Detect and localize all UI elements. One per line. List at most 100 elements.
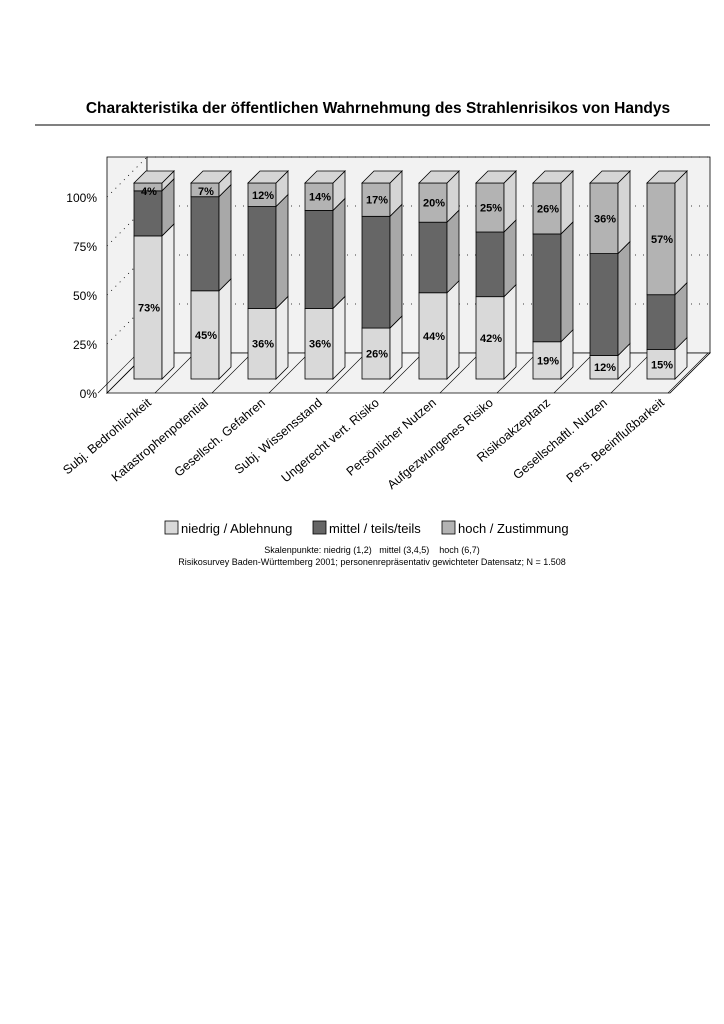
- bar-segment: [532, 233, 562, 343]
- bar-side: [617, 240, 631, 357]
- y-tick-label: 0%: [80, 387, 98, 401]
- bar-group: 42% 25%: [475, 170, 517, 380]
- legend-label: mittel / teils/teils: [329, 521, 421, 536]
- data-label: 26%: [537, 203, 559, 215]
- y-tick-label: 25%: [73, 338, 97, 352]
- bar-segment: [133, 235, 163, 380]
- legend-label: hoch / Zustimmung: [458, 521, 569, 536]
- data-label: 17%: [366, 195, 388, 207]
- legend-swatch: [312, 520, 327, 535]
- bar-top: [133, 170, 175, 184]
- data-label: 15%: [651, 359, 673, 371]
- bar-top: [361, 170, 403, 184]
- bar-side: [674, 170, 688, 296]
- floor-divider: [439, 352, 481, 394]
- bar-segment: [418, 221, 448, 294]
- data-label: 44%: [423, 331, 445, 343]
- bar-segment: [190, 290, 220, 380]
- bar-group: 26% 17%: [361, 170, 403, 380]
- bar-side: [332, 197, 346, 310]
- bar-side: [332, 295, 346, 380]
- y-tick-label: 75%: [73, 240, 97, 254]
- bar-group: 45% 7%: [190, 170, 232, 380]
- data-label: 26%: [366, 349, 388, 361]
- data-label: 42%: [480, 333, 502, 345]
- bar-group: 19% 26%: [532, 170, 574, 380]
- bar-group: 44% 20%: [418, 170, 460, 380]
- bar-segment: [475, 231, 505, 298]
- data-label: 20%: [423, 198, 445, 210]
- note-source: Risikosurvey Baden-Württemberg 2001; per…: [178, 557, 565, 567]
- data-label: 25%: [480, 203, 502, 215]
- bar-segment: [532, 341, 562, 380]
- bar-side: [275, 295, 289, 380]
- legend-label: niedrig / Ablehnung: [181, 521, 292, 536]
- data-label: 36%: [252, 339, 274, 351]
- bar-segment: [247, 206, 277, 309]
- floor-divider: [268, 352, 310, 394]
- bar-segment: [190, 196, 220, 292]
- bar-group: 36% 12%: [247, 170, 289, 380]
- bar-side: [218, 277, 232, 380]
- bar-top: [418, 170, 460, 184]
- floor-divider: [496, 352, 538, 394]
- floor-divider: [553, 352, 595, 394]
- x-tick-label: Gesellschaftl. Nutzen: [510, 396, 610, 483]
- bar-segment: [589, 253, 619, 356]
- chart-title: Charakteristika der öffentlichen Wahrneh…: [86, 100, 670, 117]
- floor-divider: [667, 352, 709, 394]
- floor-divider: [211, 352, 253, 394]
- floor-divider: [154, 352, 196, 394]
- bar-top: [247, 170, 289, 184]
- bar-side: [161, 222, 175, 380]
- floor-divider: [325, 352, 367, 394]
- data-label: 7%: [198, 186, 214, 198]
- bar-top: [190, 170, 232, 184]
- bar-top: [589, 170, 631, 184]
- bar-side: [503, 219, 517, 298]
- bar-side: [617, 170, 631, 255]
- floor-divider: [610, 352, 652, 394]
- bar-side: [446, 209, 460, 294]
- data-label: 12%: [252, 190, 274, 202]
- bar-group: 36% 14%: [304, 170, 346, 380]
- bar-side: [389, 203, 403, 330]
- data-label: 73%: [138, 302, 160, 314]
- bar-segment: [646, 294, 676, 351]
- data-label: 36%: [309, 339, 331, 351]
- x-tick-label: Ungerecht vert. Risiko: [279, 396, 382, 486]
- bar-segment: [361, 327, 391, 380]
- y-tick-label: 100%: [66, 191, 97, 205]
- x-tick-label: Katastrophenpotential: [109, 396, 211, 485]
- bar-segment: [418, 292, 448, 380]
- data-label: 19%: [537, 355, 559, 367]
- bar-side: [275, 193, 289, 310]
- bar-top: [532, 170, 574, 184]
- bar-top: [646, 170, 688, 184]
- bar-side: [503, 283, 517, 380]
- bar-side: [218, 183, 232, 292]
- bar-group: 12% 36%: [589, 170, 631, 380]
- x-tick-label: Aufgezwungenes Risiko: [385, 396, 496, 493]
- bar-segment: [133, 190, 163, 237]
- bar-top: [304, 170, 346, 184]
- bar-segment: [247, 308, 277, 380]
- data-label: 57%: [651, 234, 673, 246]
- floor-divider: [97, 352, 139, 394]
- data-label: 4%: [141, 186, 157, 198]
- y-tick-label: 50%: [73, 289, 97, 303]
- bar-segment: [475, 296, 505, 380]
- data-label: 12%: [594, 362, 616, 374]
- data-label: 36%: [594, 213, 616, 225]
- bar-segment: [304, 210, 334, 309]
- bar-segment: [646, 182, 676, 296]
- bar-segment: [475, 182, 505, 233]
- floor-divider: [382, 352, 424, 394]
- legend-swatch: [441, 520, 456, 535]
- bar-group: 73% 4%: [133, 170, 175, 380]
- bar-segment: [361, 215, 391, 329]
- data-label: 45%: [195, 330, 217, 342]
- bar-group: 15% 57%: [646, 170, 688, 380]
- bar-side: [560, 220, 574, 343]
